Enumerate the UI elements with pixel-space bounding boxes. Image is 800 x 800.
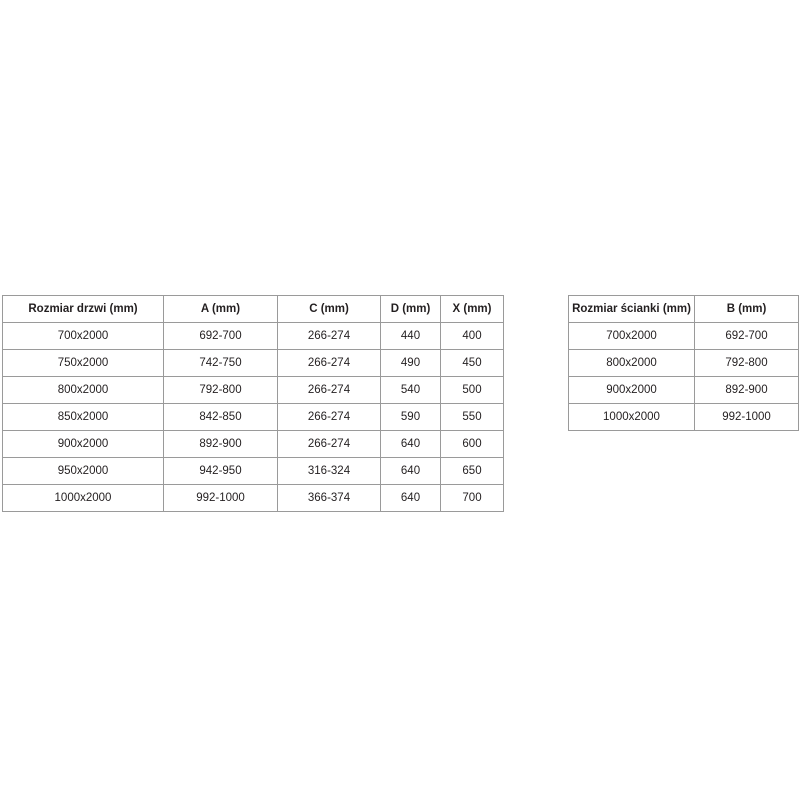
table-row: 800x2000 792-800 266-274 540 500 [2,376,504,404]
cell-x: 550 [440,403,504,431]
cell-d: 540 [380,376,441,404]
cell-d: 440 [380,322,441,350]
column-header-x: X (mm) [440,295,504,323]
cell-size: 700x2000 [568,322,695,350]
column-header-rozmiar-drzwi: Rozmiar drzwi (mm) [2,295,164,323]
cell-a: 842-850 [163,403,278,431]
table-row: 750x2000 742-750 266-274 490 450 [2,349,504,377]
cell-a: 992-1000 [163,484,278,512]
cell-c: 266-274 [277,322,381,350]
cell-size: 800x2000 [2,376,164,404]
table-row: 1000x2000 992-1000 [568,403,799,431]
cell-a: 942-950 [163,457,278,485]
doors-table-header: Rozmiar drzwi (mm) A (mm) C (mm) D (mm) … [2,295,504,323]
cell-d: 640 [380,484,441,512]
cell-d: 590 [380,403,441,431]
table-row: 700x2000 692-700 266-274 440 400 [2,322,504,350]
cell-c: 266-274 [277,430,381,458]
cell-size: 950x2000 [2,457,164,485]
column-header-rozmiar-scianki: Rozmiar ścianki (mm) [568,295,695,323]
column-header-a: A (mm) [163,295,278,323]
table-header-row: Rozmiar ścianki (mm) B (mm) [568,295,799,323]
doors-table-body: 700x2000 692-700 266-274 440 400 750x200… [2,322,504,512]
cell-a: 892-900 [163,430,278,458]
doors-dimensions-table: Rozmiar drzwi (mm) A (mm) C (mm) D (mm) … [2,295,504,512]
cell-size: 1000x2000 [568,403,695,431]
cell-x: 600 [440,430,504,458]
table-row: 850x2000 842-850 266-274 590 550 [2,403,504,431]
cell-d: 640 [380,430,441,458]
table-row: 900x2000 892-900 [568,376,799,404]
cell-x: 650 [440,457,504,485]
cell-size: 800x2000 [568,349,695,377]
cell-a: 742-750 [163,349,278,377]
walls-table-body: 700x2000 692-700 800x2000 792-800 900x20… [568,322,799,431]
cell-x: 500 [440,376,504,404]
cell-a: 692-700 [163,322,278,350]
cell-b: 792-800 [694,349,799,377]
cell-size: 1000x2000 [2,484,164,512]
cell-a: 792-800 [163,376,278,404]
table-row: 900x2000 892-900 266-274 640 600 [2,430,504,458]
column-header-b: B (mm) [694,295,799,323]
cell-c: 366-374 [277,484,381,512]
walls-dimensions-table-container: Rozmiar ścianki (mm) B (mm) 700x2000 692… [568,295,799,431]
table-row: 950x2000 942-950 316-324 640 650 [2,457,504,485]
cell-c: 266-274 [277,403,381,431]
column-header-c: C (mm) [277,295,381,323]
cell-b: 892-900 [694,376,799,404]
table-row: 1000x2000 992-1000 366-374 640 700 [2,484,504,512]
cell-size: 900x2000 [2,430,164,458]
cell-d: 640 [380,457,441,485]
cell-c: 266-274 [277,349,381,377]
cell-size: 750x2000 [2,349,164,377]
cell-d: 490 [380,349,441,377]
cell-size: 850x2000 [2,403,164,431]
walls-dimensions-table: Rozmiar ścianki (mm) B (mm) 700x2000 692… [568,295,799,431]
cell-c: 266-274 [277,376,381,404]
table-header-row: Rozmiar drzwi (mm) A (mm) C (mm) D (mm) … [2,295,504,323]
doors-dimensions-table-container: Rozmiar drzwi (mm) A (mm) C (mm) D (mm) … [2,295,504,512]
cell-b: 692-700 [694,322,799,350]
cell-x: 400 [440,322,504,350]
cell-b: 992-1000 [694,403,799,431]
cell-x: 450 [440,349,504,377]
cell-c: 316-324 [277,457,381,485]
table-row: 700x2000 692-700 [568,322,799,350]
cell-size: 700x2000 [2,322,164,350]
table-row: 800x2000 792-800 [568,349,799,377]
column-header-d: D (mm) [380,295,441,323]
cell-size: 900x2000 [568,376,695,404]
walls-table-header: Rozmiar ścianki (mm) B (mm) [568,295,799,323]
cell-x: 700 [440,484,504,512]
